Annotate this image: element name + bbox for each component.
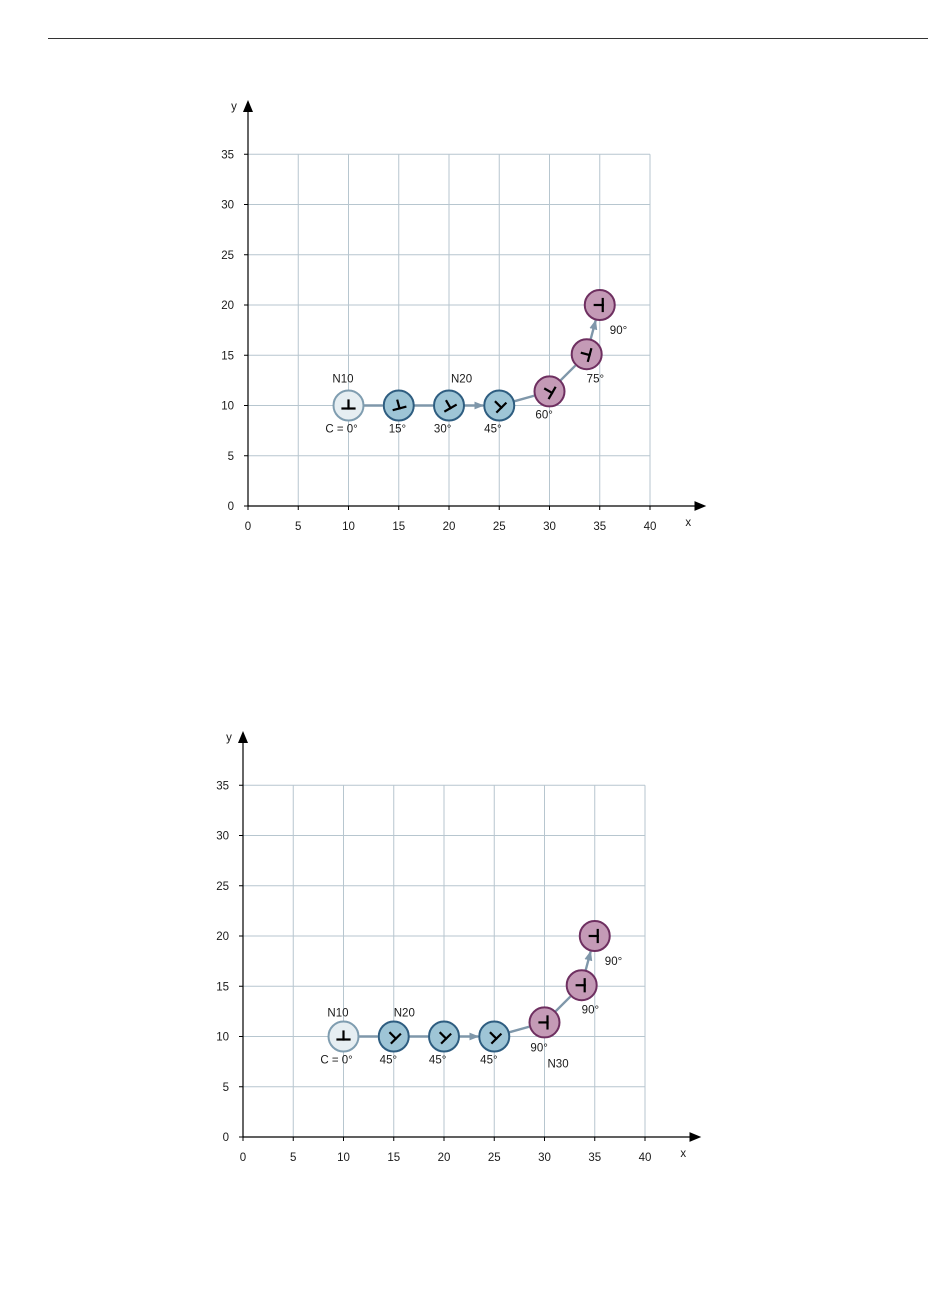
tool-orientation-icon — [388, 1031, 402, 1045]
y-tick-label: 25 — [221, 250, 234, 262]
annotation-label: N10 — [327, 1007, 348, 1019]
annotation-label: 30° — [434, 424, 451, 436]
tool-position-marker — [433, 389, 465, 422]
tool-orientation-icon — [341, 399, 356, 410]
path-segment — [554, 995, 572, 1013]
annotation-label: 45° — [429, 1055, 446, 1067]
tool-position-marker — [478, 1020, 511, 1053]
tool-orientation-icon — [575, 978, 586, 993]
orientation-diagram-1: 0 5 10 15 20 25 30 35 40 0 5 10 15 20 25 30 35 x y N10 N20 C … — [221, 99, 707, 533]
tool-orientation-icon — [543, 386, 557, 400]
x-tick-label: 30 — [538, 1152, 551, 1164]
annotation-label: 15° — [389, 424, 406, 436]
x-tick-label: 40 — [644, 521, 657, 533]
tool-orientation-icon — [580, 347, 593, 363]
x-axis-label: x — [685, 517, 691, 529]
path-segment — [508, 1025, 530, 1034]
x-tick-label: 25 — [493, 521, 506, 533]
annotation-label: 45° — [480, 1055, 497, 1067]
tool-orientation-icon — [588, 928, 599, 944]
annotation-label: N20 — [451, 373, 472, 385]
y-tick-label: 5 — [223, 1082, 229, 1094]
tool-position-marker — [533, 375, 566, 408]
tool-position-marker — [528, 1006, 561, 1039]
x-tick-label: 30 — [543, 521, 556, 533]
grid — [248, 153, 651, 506]
annotation-label: 45° — [484, 424, 501, 436]
tool-orientation-icon — [593, 297, 604, 313]
annotation-label: C = 0° — [325, 424, 357, 436]
path-segment — [513, 394, 535, 403]
tool-position-marker — [565, 969, 598, 1002]
tool-position-marker — [332, 389, 365, 422]
orientation-diagram-2: 0 5 10 15 20 25 30 35 40 0 5 10 15 20 25 30 35 x y N10 N20 C … — [216, 730, 702, 1164]
annotation-label: 90° — [530, 1043, 547, 1055]
tool-position-marker — [583, 289, 616, 321]
tool-orientation-icon — [538, 1015, 549, 1030]
tool-position-marker — [377, 1020, 410, 1053]
tool-orientation-icon — [392, 399, 407, 412]
x-tick-label: 35 — [588, 1152, 601, 1164]
y-tick-label: 25 — [216, 881, 229, 893]
x-tick-label: 0 — [245, 521, 251, 533]
annotation-label: N10 — [332, 373, 353, 385]
y-tick-label: 30 — [216, 831, 229, 843]
y-tick-label: 35 — [216, 780, 229, 792]
tool-position-marker — [570, 338, 603, 371]
x-tick-label: 10 — [337, 1152, 350, 1164]
tool-orientation-icon — [489, 1031, 503, 1045]
tool-path — [363, 319, 598, 410]
path-segment — [584, 950, 593, 972]
tool-position-marker — [578, 920, 611, 952]
x-tick-label: 40 — [639, 1152, 652, 1164]
x-tick-label: 15 — [387, 1152, 400, 1164]
y-tick-label: 30 — [221, 200, 234, 212]
y-tick-label: 5 — [228, 451, 234, 463]
y-axis-label: y — [226, 732, 232, 744]
y-tick-label: 0 — [228, 501, 234, 513]
tool-orientation-icon — [438, 1031, 452, 1045]
annotation-label: C = 0° — [320, 1055, 352, 1067]
tool-position-marker — [327, 1020, 360, 1053]
y-tick-label: 10 — [216, 1032, 229, 1044]
x-tick-label: 35 — [593, 521, 606, 533]
annotation-label: N30 — [548, 1059, 569, 1071]
y-tick-label: 35 — [221, 149, 234, 161]
x-axis-label: x — [680, 1148, 686, 1160]
tool-orientation-icon — [336, 1030, 351, 1041]
x-tick-label: 0 — [240, 1152, 246, 1164]
tool-path — [358, 950, 593, 1041]
tool-orientation-icon — [494, 400, 508, 414]
x-tick-label: 25 — [488, 1152, 501, 1164]
tool-position-marker — [382, 389, 415, 422]
x-tick-label: 10 — [342, 521, 355, 533]
top-rule — [48, 38, 928, 39]
annotation-label: 90° — [610, 325, 627, 337]
tool-position-marker — [483, 389, 516, 422]
x-tick-label: 5 — [295, 521, 301, 533]
tool-position-marker — [428, 1020, 460, 1053]
y-tick-label: 15 — [221, 350, 234, 362]
y-tick-label: 0 — [223, 1132, 229, 1144]
x-tick-label: 15 — [392, 521, 405, 533]
x-tick-label: 5 — [290, 1152, 296, 1164]
annotation-label: 90° — [605, 956, 622, 968]
y-axis-label: y — [231, 101, 237, 113]
y-tick-label: 20 — [221, 300, 234, 312]
x-tick-label: 20 — [443, 521, 456, 533]
annotation-label: 45° — [380, 1055, 397, 1067]
path-segment — [559, 364, 577, 382]
tool-orientation-icon — [443, 399, 458, 413]
path-segment — [589, 319, 598, 341]
y-tick-label: 10 — [221, 401, 234, 413]
grid — [243, 784, 646, 1137]
y-tick-label: 15 — [216, 981, 229, 993]
y-tick-label: 20 — [216, 931, 229, 943]
annotation-label: 90° — [582, 1004, 599, 1016]
annotation-label: N20 — [394, 1007, 415, 1019]
annotation-label: 75° — [587, 373, 604, 385]
x-tick-label: 20 — [438, 1152, 451, 1164]
annotation-label: 60° — [535, 410, 552, 422]
